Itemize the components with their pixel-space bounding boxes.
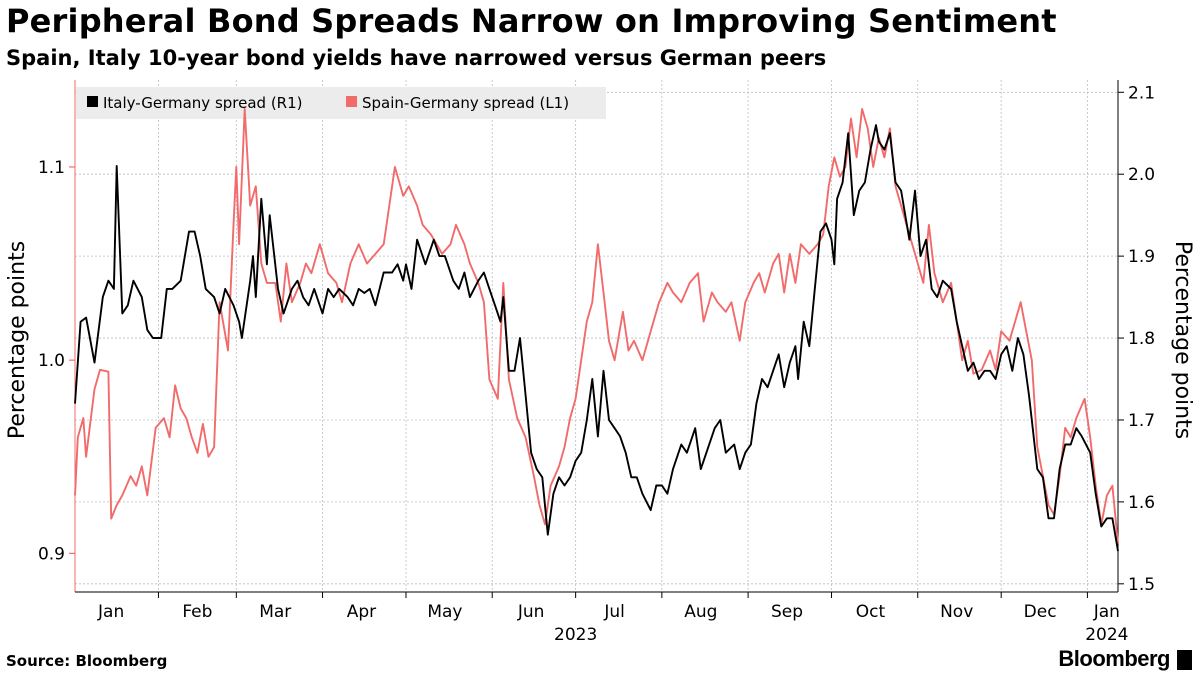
x-tick-label: Dec — [1024, 602, 1057, 622]
left-tick-label: 1.0 — [38, 351, 65, 371]
right-tick-label: 2.0 — [1128, 165, 1155, 185]
x-tick-label: Apr — [347, 602, 376, 622]
right-tick-label: 1.9 — [1128, 247, 1155, 267]
x-tick-label: Aug — [684, 602, 717, 622]
x-tick-label: Jan — [97, 602, 124, 622]
left-tick-label: 1.1 — [38, 158, 65, 178]
x-tick-label: Mar — [259, 602, 291, 622]
x-tick-label: May — [427, 602, 462, 622]
x-tick-label: Jul — [603, 602, 625, 622]
right-tick-label: 1.7 — [1128, 411, 1155, 431]
left-tick-label: 0.9 — [38, 544, 65, 564]
right-axis-title: Percentage points — [1170, 241, 1195, 439]
x-tick-label: Nov — [940, 602, 973, 622]
grid-layer — [75, 80, 1118, 592]
chart-subtitle: Spain, Italy 10-year bond yields have na… — [6, 46, 827, 70]
bloomberg-logo: Bloomberg — [1058, 646, 1170, 671]
bloomberg-mark-icon — [1177, 650, 1192, 670]
x-tick-label: Jan — [1093, 602, 1120, 622]
x-tick-label: Sep — [771, 602, 803, 622]
left-axis-title: Percentage points — [5, 241, 30, 439]
source-note: Source: Bloomberg — [6, 652, 168, 670]
x-tick-label: Jun — [517, 602, 545, 622]
legend-swatch-italy — [87, 96, 98, 107]
legend-label-italy: Italy-Germany spread (R1) — [103, 94, 303, 112]
x-tick-label: Feb — [182, 602, 212, 622]
series-layer — [74, 108, 1119, 552]
chart-title: Peripheral Bond Spreads Narrow on Improv… — [6, 2, 1057, 40]
x-tick-label: Oct — [856, 602, 886, 622]
legend: Italy-Germany spread (R1) Spain-Germany … — [76, 87, 606, 119]
italy-germany-spread-line — [74, 124, 1119, 552]
right-tick-label: 1.8 — [1128, 329, 1155, 349]
legend-swatch-spain — [346, 96, 357, 107]
right-tick-label: 2.1 — [1128, 83, 1155, 103]
x-year-label: 2023 — [554, 625, 597, 645]
right-tick-label: 1.5 — [1128, 575, 1155, 595]
right-tick-label: 1.6 — [1128, 493, 1155, 513]
axes-layer: 1.5 1.6 1.7 1.8 1.9 2.0 2.1 0.9 1.0 1.1 Jan Feb Mar A… — [38, 80, 1155, 645]
legend-background — [76, 87, 606, 119]
legend-label-spain: Spain-Germany spread (L1) — [362, 94, 569, 112]
x-year-label: 2024 — [1085, 625, 1128, 645]
